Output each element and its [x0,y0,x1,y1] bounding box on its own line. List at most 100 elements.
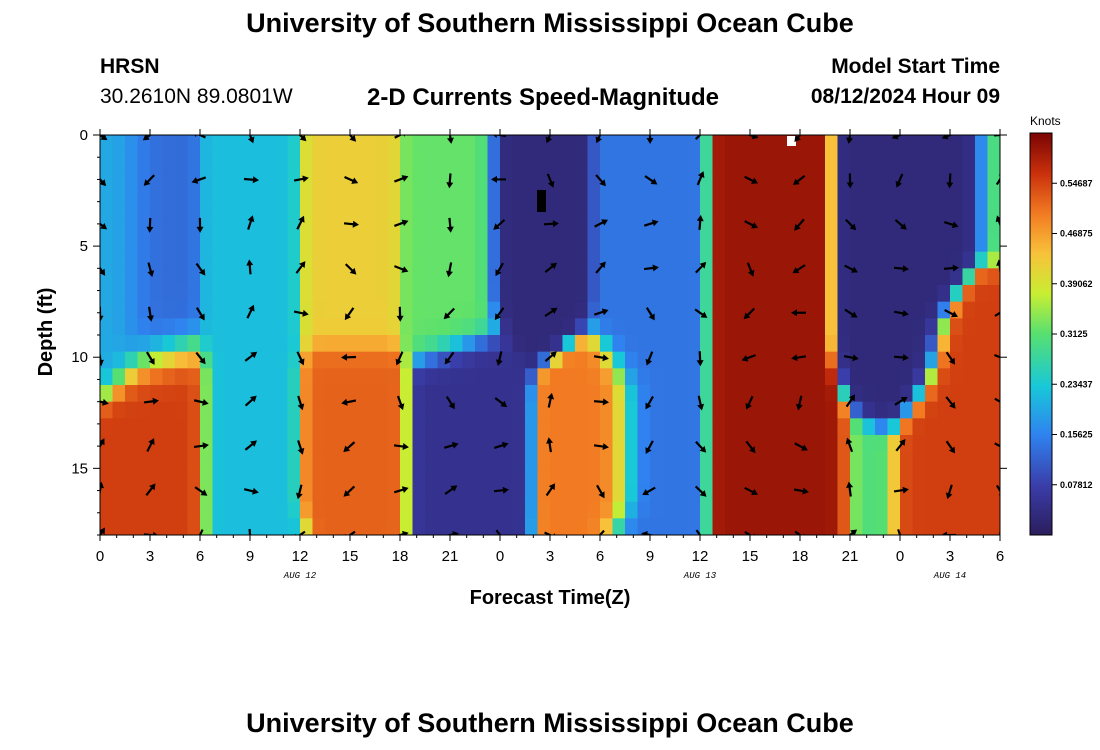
heatmap-cell [787,185,801,203]
heatmap-cell [800,368,814,386]
heatmap-cell [187,201,201,219]
x-tick-label: 3 [546,548,554,565]
heatmap-cell [962,301,976,319]
heatmap-cell [825,418,839,436]
heatmap-cell [912,451,926,469]
heatmap-cell [625,285,639,303]
heatmap-cell [812,501,826,519]
current-arrow [493,486,509,494]
heatmap-cell [700,518,714,535]
heatmap-cell [100,418,114,436]
heatmap-cell [250,235,264,253]
heatmap-cell [350,451,364,469]
heatmap-cell [650,451,664,469]
x-tick-label: 21 [442,548,459,565]
current-vectors [100,135,1000,535]
heatmap-cell [375,268,389,286]
heatmap-cell [112,268,126,286]
heatmap-cell [887,235,901,253]
heatmap-cell [687,301,701,319]
heatmap-cell [387,218,401,236]
heatmap-cell [912,251,926,269]
heatmap-cell [350,235,364,253]
heatmap-cell [425,285,439,303]
heatmap-cell [787,318,801,336]
heatmap-cell [687,168,701,186]
heatmap-cell [950,135,964,153]
heatmap-cell [375,368,389,386]
heatmap-cell [725,501,739,519]
heatmap-cell [137,268,151,286]
current-arrow [297,440,305,455]
heatmap-cell [900,335,914,353]
heatmap-cell [775,335,789,353]
heatmap-cell [887,285,901,303]
heatmap-cell [200,501,214,519]
current-arrow [994,311,1000,317]
heatmap-cell [625,185,639,203]
heatmap-cell [312,218,326,236]
heatmap-cell [550,135,564,153]
current-arrow [495,351,503,366]
heatmap-cell [500,418,514,436]
date-label: AUG 13 [683,571,717,581]
heatmap-cell [212,435,226,453]
heatmap-cell [787,218,801,236]
heatmap-cell [512,218,526,236]
heatmap-cell [862,235,876,253]
heatmap-cell [887,218,901,236]
heatmap-cell [575,501,589,519]
heatmap-cell [187,151,201,169]
current-arrow [696,171,705,186]
heatmap-cell [287,285,301,303]
x-axis-label: Forecast Time(Z) [470,587,631,609]
heatmap-cell [487,401,501,419]
heatmap-cell [850,151,864,169]
heatmap-cell [312,351,326,369]
heatmap-cell [837,285,851,303]
heatmap-cell [575,401,589,419]
heatmap-cell [975,235,989,253]
heatmap-cell [137,351,151,369]
heatmap-cell [137,451,151,469]
current-arrow [848,529,858,535]
heatmap-cell [225,218,239,236]
heatmap-cell [250,185,264,203]
heatmap-cell [875,168,889,186]
heatmap-cell [625,435,639,453]
y-tick-label: 15 [71,460,88,477]
model-start-value: 08/12/2024 Hour 09 [810,85,1000,108]
heatmap-cell [387,201,401,219]
heatmap-cell [712,285,726,303]
heatmap-cell [825,268,839,286]
heatmap-cell [487,451,501,469]
heatmap-cell [987,218,1000,236]
current-arrow [341,353,357,361]
current-arrow [744,175,759,184]
current-arrow [795,395,803,411]
heatmap-cell [762,401,776,419]
heatmap-cell [225,201,239,219]
heatmap-cell [362,218,376,236]
heatmap-cell [225,468,239,486]
heatmap-cell [637,235,651,253]
heatmap-cell [737,435,751,453]
heatmap-cell [575,485,589,503]
heatmap-cell [875,485,889,503]
date-labels: AUG 12 AUG 13 AUG 14 [283,571,966,581]
heatmap-cell [650,185,664,203]
heatmap-cell [637,368,651,386]
heatmap-cell [825,385,839,403]
current-arrow [596,484,605,499]
heatmap-cell [750,185,764,203]
heatmap-cell [487,135,501,153]
heatmap-cell [300,368,314,386]
current-arrow [293,175,309,183]
heatmap-cell [762,318,776,336]
heatmap-cell [525,335,539,353]
heatmap-cell [875,218,889,236]
heatmap-cell [800,418,814,436]
current-arrow [694,308,708,318]
heatmap-cell [637,518,651,535]
heatmap-cell [325,385,339,403]
